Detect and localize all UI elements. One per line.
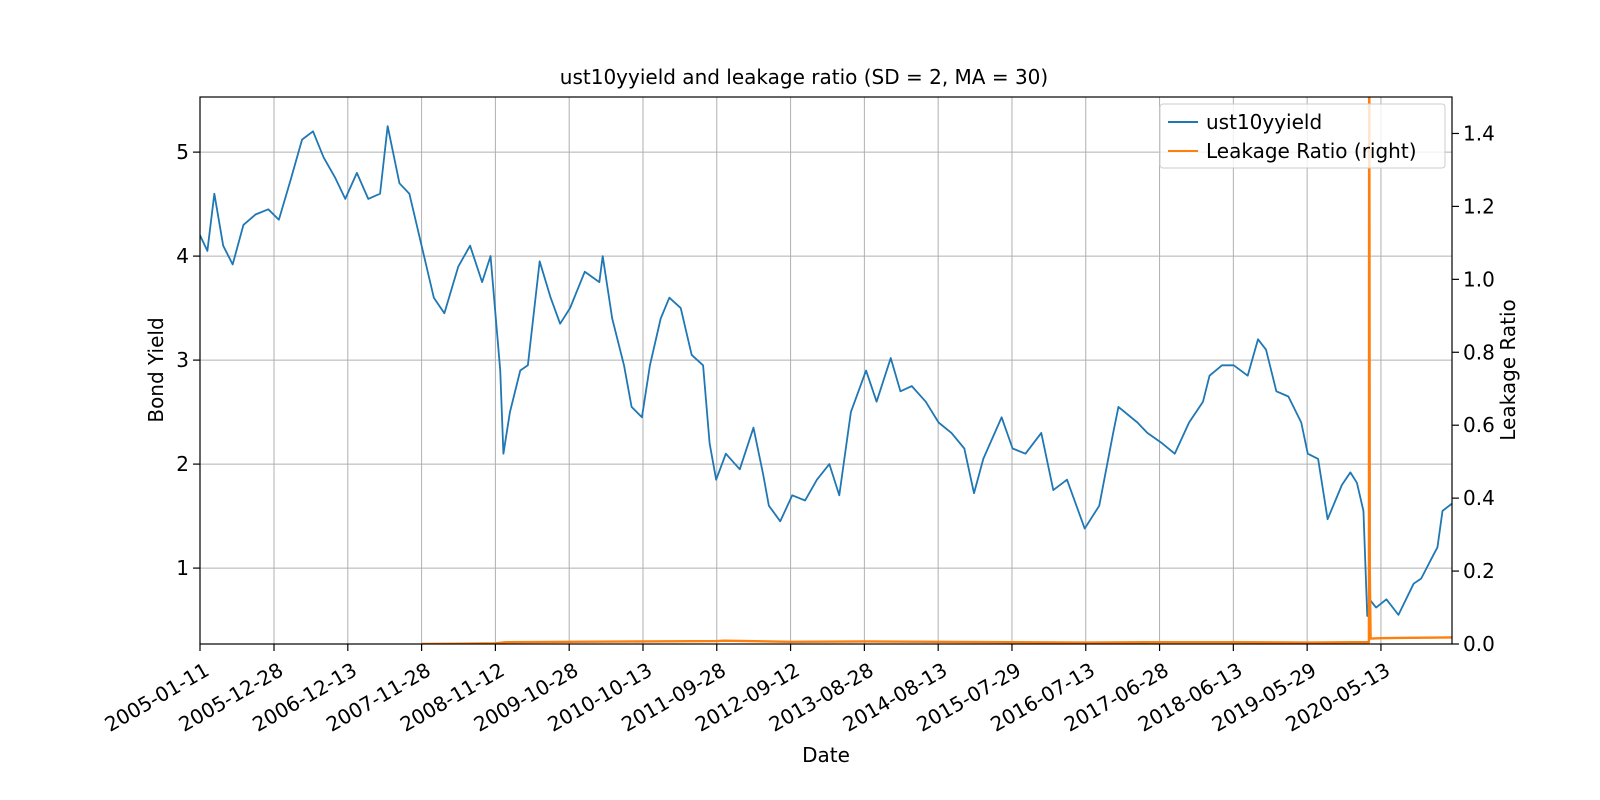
y-tick-label: 5	[176, 140, 189, 164]
y-tick-label: 4	[176, 244, 189, 268]
y-axis-left: 1 2 3 4 5	[176, 140, 200, 580]
legend: ust10yyield Leakage Ratio (right)	[1159, 103, 1446, 169]
y2-tick-label: 0.4	[1463, 486, 1495, 510]
series-line-leakage-ratio	[421, 97, 1452, 644]
y2-axis-label: Leakage Ratio	[1496, 299, 1520, 441]
chart-title: ust10yyield and leakage ratio (SD = 2, M…	[560, 65, 1048, 89]
y-axis-label: Bond Yield	[144, 317, 168, 422]
y2-tick-label: 1.2	[1463, 194, 1495, 218]
y2-tick-label: 0.6	[1463, 413, 1495, 437]
y2-tick-label: 1.4	[1463, 121, 1495, 145]
plot-frame	[199, 96, 1453, 645]
series-layer	[200, 97, 1452, 644]
y2-tick-label: 0.2	[1463, 559, 1495, 583]
grid-lines	[199, 97, 1452, 644]
y-tick-label: 3	[176, 348, 189, 372]
series-line-ust10yyield	[200, 125, 1452, 617]
legend-entry-label: Leakage Ratio (right)	[1206, 139, 1417, 163]
x-axis-label: Date	[802, 743, 850, 767]
y2-tick-label: 0.8	[1463, 340, 1495, 364]
y-axis-right: 0.0 0.2 0.4 0.6 0.8 1.0 1.2 1.4	[1452, 121, 1495, 656]
y2-tick-label: 0.0	[1463, 632, 1495, 656]
y-tick-label: 2	[176, 452, 189, 476]
y2-tick-label: 1.0	[1463, 267, 1495, 291]
legend-entry-label: ust10yyield	[1206, 110, 1322, 134]
legend-frame	[1159, 103, 1446, 169]
y-tick-label: 1	[176, 556, 189, 580]
